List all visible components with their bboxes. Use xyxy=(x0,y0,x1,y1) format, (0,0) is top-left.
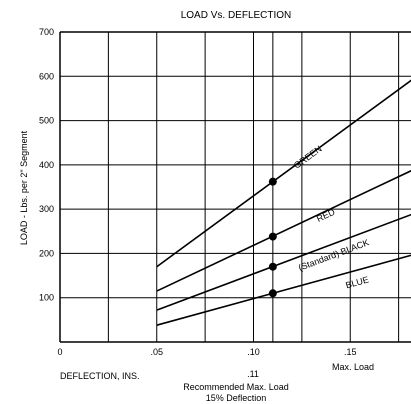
series-line-standard-black xyxy=(156,213,411,311)
x-tick-label: .05 xyxy=(150,347,163,357)
y-tick-label: 700 xyxy=(39,27,54,37)
y-axis-label: LOAD - Lbs. per 2" Segment xyxy=(19,130,29,245)
y-tick-label: 200 xyxy=(39,248,54,258)
series-label: GREEN xyxy=(292,144,324,171)
recommended-point xyxy=(268,232,277,241)
recommended-point xyxy=(268,289,277,298)
y-tick-label: 400 xyxy=(39,160,54,170)
series-label: (Standard) BLACK xyxy=(297,237,370,273)
x-tick-label: .10 xyxy=(247,347,260,357)
y-tick-label: 100 xyxy=(39,293,54,303)
x-tick-label: .15 xyxy=(344,347,357,357)
y-tick-label: 600 xyxy=(39,71,54,81)
max-load-label: Max. Load xyxy=(332,362,374,372)
recommended-tick-label: .11 xyxy=(247,369,259,379)
y-tick-label: 300 xyxy=(39,204,54,214)
x-axis-label: DEFLECTION, INS. xyxy=(60,371,140,381)
series-label: BLUE xyxy=(345,274,370,290)
grid xyxy=(59,31,411,343)
series-line-red xyxy=(156,169,411,292)
recommended-point xyxy=(268,262,277,271)
recommended-label-line1: Recommended Max. Load xyxy=(183,382,289,392)
recommended-point xyxy=(268,177,277,186)
x-tick-label: 0 xyxy=(57,347,62,357)
series-layer xyxy=(156,79,411,326)
markers-layer xyxy=(268,177,277,298)
y-tick-label: 500 xyxy=(39,116,54,126)
chart-title: LOAD Vs. DEFLECTION xyxy=(181,10,292,21)
recommended-label-line2: 15% Deflection xyxy=(206,393,267,403)
series-line-blue xyxy=(156,254,411,326)
series-line-green xyxy=(156,79,411,268)
